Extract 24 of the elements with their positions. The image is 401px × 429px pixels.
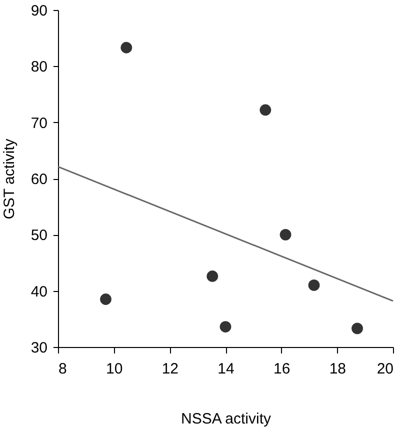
y-tick-label: 80 (30, 58, 48, 76)
y-tick-label: 30 (30, 340, 48, 356)
point (352, 322, 363, 334)
x-axis-title: NSSA activity (180, 410, 272, 428)
y-tick-label: 70 (30, 114, 48, 132)
x-tick-label: 20 (376, 360, 394, 378)
y-axis-title: GST activity (0, 138, 18, 220)
point (308, 280, 320, 291)
x-tick-label: 8 (58, 360, 67, 378)
x-tick-label: 18 (329, 360, 346, 378)
y-tick-label: 40 (30, 283, 48, 300)
point (260, 104, 272, 116)
y-tick-label: 90 (30, 2, 48, 20)
x-tick-label: 10 (106, 360, 123, 378)
y-tick-label: 50 (30, 227, 48, 244)
point (100, 294, 112, 305)
x-tick-label: 14 (218, 360, 234, 378)
point (280, 228, 292, 240)
point (120, 42, 132, 54)
x-tick-label: 16 (273, 360, 290, 378)
x-tick-label: 12 (162, 360, 179, 378)
point (220, 321, 232, 332)
y-tick-label: 60 (30, 171, 48, 188)
point (206, 270, 218, 282)
